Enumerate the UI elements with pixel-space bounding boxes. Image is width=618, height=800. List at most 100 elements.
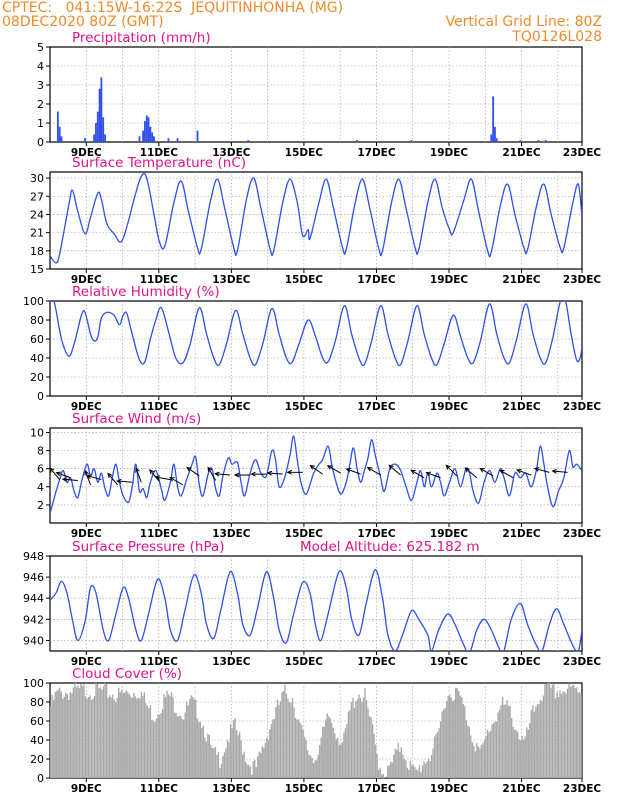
cloud-bar [95, 683, 97, 778]
cloud-bar [331, 723, 333, 778]
cloud-bar [232, 720, 235, 778]
cloud-bar [279, 701, 282, 778]
cloud-bar [317, 754, 319, 778]
cloud-bar [380, 774, 383, 778]
cloud-bar [343, 732, 345, 778]
precipitation-bar [356, 140, 359, 142]
cloud-bar [75, 687, 78, 778]
precipitation-bar [93, 134, 96, 142]
cloud-bar [417, 770, 419, 778]
cloud-bar [316, 760, 318, 778]
cloud-bar [50, 706, 52, 778]
pressure-annotation: Model Altitude: 625.182 m [300, 539, 480, 555]
cloud-bar [319, 745, 321, 778]
cloud-bar [275, 707, 277, 778]
cloud-bar [332, 727, 334, 778]
temperature-xtick-label: 17DEC [357, 274, 396, 286]
humidity-xtick-label: 13DEC [212, 401, 251, 413]
cloud-bar [489, 730, 492, 778]
cloud-bar [169, 696, 171, 778]
cloud-bar [507, 705, 510, 778]
cloud-bar [384, 777, 386, 778]
cloud-bar [158, 714, 161, 778]
cloud-bar [266, 737, 268, 778]
cloud-bar [74, 683, 76, 778]
wind-vector [207, 466, 217, 481]
cloud-bar [356, 699, 359, 778]
wind-vector [250, 471, 267, 477]
cloud-bar [181, 718, 183, 778]
cloud-bar [376, 754, 378, 778]
cloud-bar [238, 732, 241, 778]
humidity-panel: 0 20 40 60 80 100 9DEC 11DEC 13DEC 15DEC 17DEC 19DE… [23, 284, 601, 413]
cloud-bar [124, 692, 126, 778]
temperature-ytick-label: 15 [30, 263, 44, 276]
precipitation-bar [84, 138, 86, 142]
humidity-ytick-label: 40 [30, 352, 44, 365]
wind-vector [425, 471, 441, 479]
cloud-bar [553, 684, 555, 778]
cloud-bar [243, 751, 245, 778]
cloud-bar [527, 729, 529, 778]
cloud-bar [562, 691, 564, 778]
cloud-bar [414, 767, 416, 778]
cloud-bar [178, 715, 180, 778]
cloud-bar [264, 743, 266, 778]
cloud-bar [270, 724, 273, 778]
cloud-bar [133, 692, 135, 778]
cloud-bar [462, 703, 464, 778]
cloud-bar [254, 759, 256, 778]
wind-xtick-label: 13DEC [212, 528, 251, 540]
cloud-bar [352, 697, 354, 778]
cloud-bar [189, 699, 191, 778]
humidity-title: Relative Humidity (%) [72, 284, 220, 300]
cloud-bar [353, 707, 356, 778]
cloud-bar [557, 696, 560, 778]
cloud-bar [467, 725, 469, 778]
cloud-bar [54, 692, 56, 778]
cloud-bar [524, 736, 526, 778]
wind-vector [266, 470, 283, 476]
cloud-xtick-label: 17DEC [357, 783, 396, 795]
wind-title: Surface Wind (m/s) [72, 411, 201, 427]
cloud-bar [430, 755, 433, 778]
cloud-bar [364, 688, 366, 778]
cloud-bar [538, 704, 540, 778]
wind-vector [345, 468, 361, 475]
cloud-bar [312, 762, 315, 778]
cloud-bar [101, 689, 103, 778]
precipitation-panel: 0 1 2 3 4 5 9DEC 11DEC 13DEC 15DEC 17DEC 19DEC 21DEC… [37, 30, 601, 159]
wind-xtick-label: 17DEC [357, 528, 396, 540]
cloud-bar [438, 728, 440, 778]
cloud-xtick-label: 13DEC [212, 783, 251, 795]
cloud-bar [580, 694, 582, 778]
cloud-bar [104, 683, 106, 778]
temperature-frame [49, 171, 583, 270]
precipitation-xtick-label: 9DEC [71, 147, 102, 159]
temperature-ytick-label: 27 [30, 190, 44, 203]
pressure-xtick-label: 15DEC [285, 656, 324, 668]
cloud-bar [261, 746, 263, 778]
cloud-bar [365, 700, 368, 778]
precipitation-bar [537, 140, 540, 142]
cloud-bar [461, 697, 463, 778]
cloud-bar [367, 708, 369, 778]
cloud-bar [257, 756, 259, 778]
cloud-bar [470, 735, 472, 778]
temperature-ytick-label: 30 [30, 172, 44, 185]
wind-vector [445, 464, 458, 477]
wind-vector [50, 467, 61, 480]
humidity-xtick-label: 17DEC [357, 401, 396, 413]
humidity-ytick-label: 80 [30, 314, 44, 327]
cloud-bar [287, 698, 289, 778]
wind-vector [116, 478, 133, 484]
temperature-xtick-label: 15DEC [285, 274, 324, 286]
cloud-bar [377, 769, 380, 778]
precipitation-bar [247, 140, 250, 142]
cloud-bar [456, 688, 458, 778]
cloud-bar [415, 769, 418, 778]
cloud-bar [559, 690, 561, 778]
precipitation-xtick-label: 13DEC [212, 147, 251, 159]
cloud-bar [355, 701, 357, 778]
cloud-bar [371, 724, 374, 778]
